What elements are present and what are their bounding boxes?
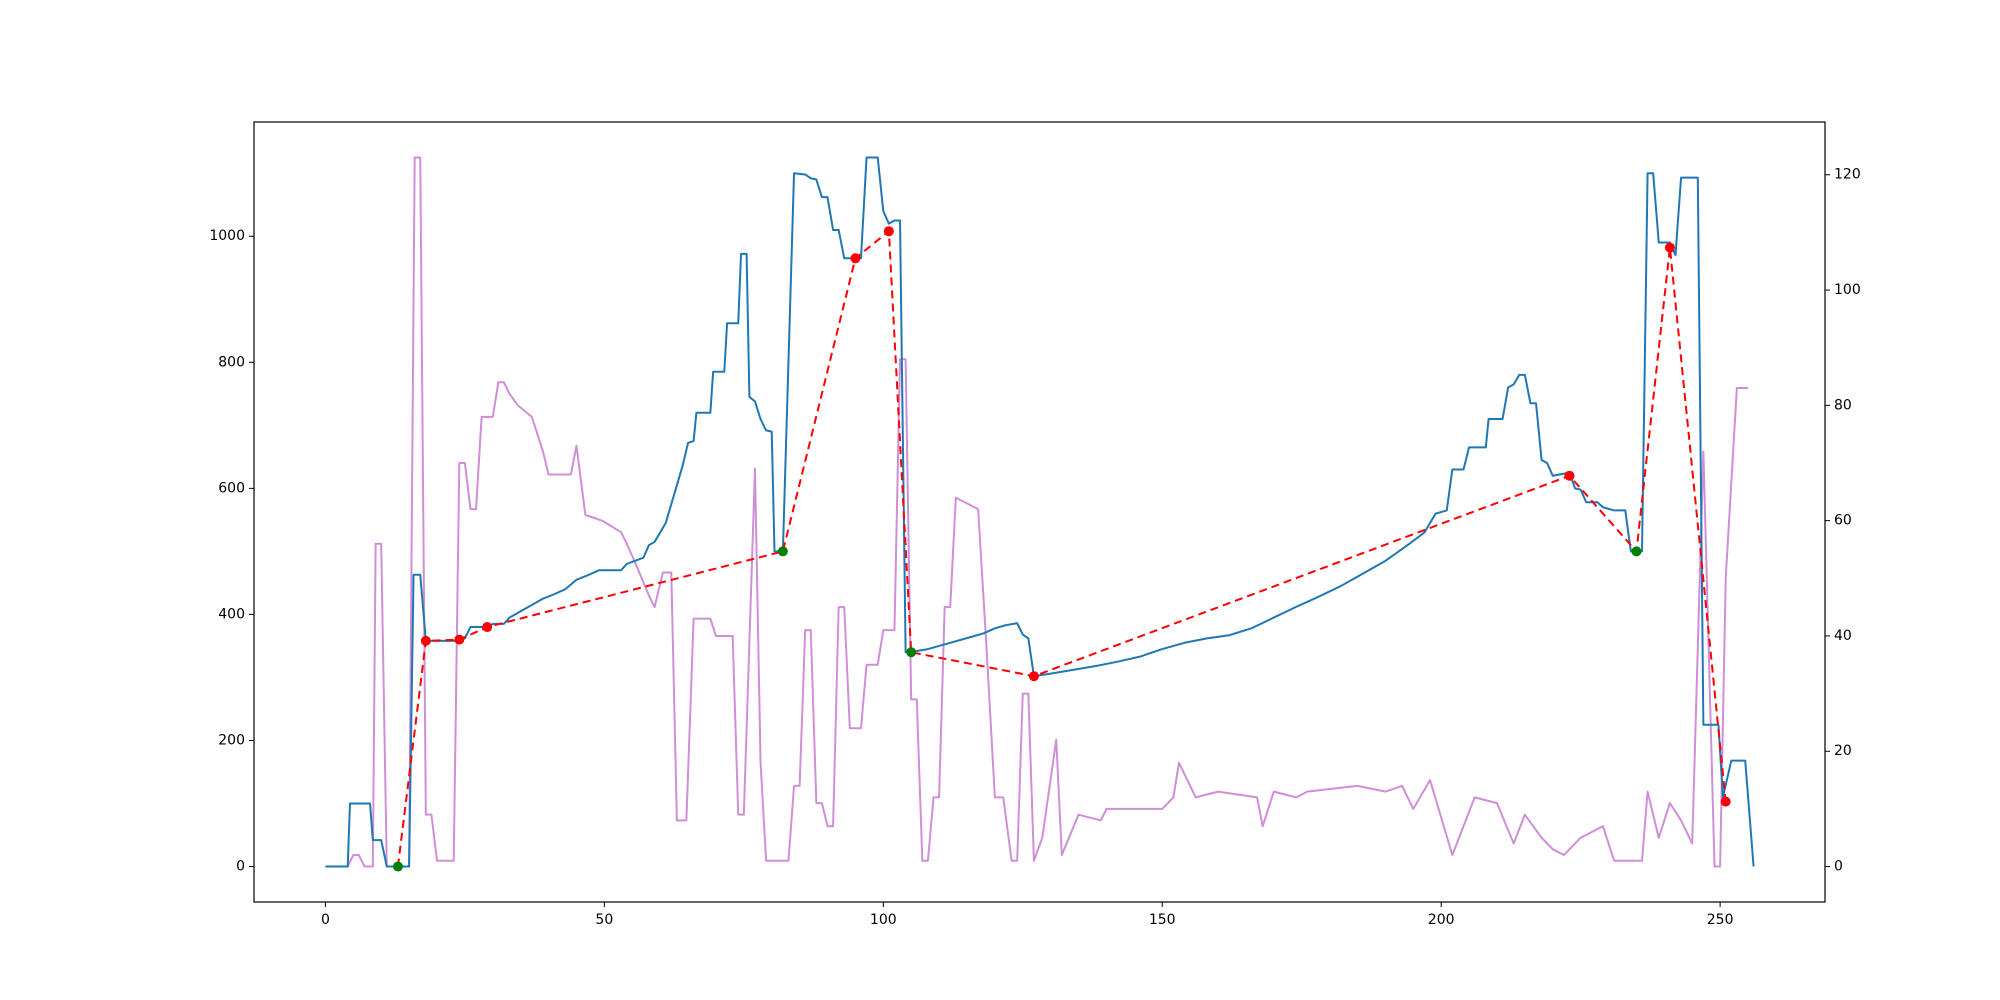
data-point [777, 546, 788, 557]
y2-tick-label: 60 [1834, 513, 1852, 529]
data-point [392, 861, 403, 872]
data-point [883, 226, 894, 237]
y-tick-label: 200 [218, 732, 245, 748]
x-tick-label: 0 [321, 912, 330, 928]
x-tick-label: 200 [1428, 912, 1455, 928]
y-tick-label: 600 [218, 480, 245, 496]
x-tick-label: 150 [1149, 912, 1176, 928]
y-tick-label: 800 [218, 354, 245, 370]
y2-tick-label: 100 [1834, 282, 1861, 298]
data-point [1664, 242, 1675, 253]
plot-frame [253, 121, 1826, 903]
y2-tick-label: 40 [1834, 628, 1852, 644]
data-point [454, 634, 465, 645]
data-point [482, 622, 493, 633]
y2-tick-label: 80 [1834, 397, 1852, 413]
data-point [850, 253, 861, 264]
y-tick-label: 0 [236, 859, 245, 875]
data-point [420, 635, 431, 646]
x-tick-label: 50 [595, 912, 613, 928]
y-tick-label: 400 [218, 606, 245, 622]
data-point [1631, 546, 1642, 557]
data-point [1564, 470, 1575, 481]
data-line [325, 156, 1749, 868]
y2-tick-label: 0 [1834, 859, 1843, 875]
data-point [1720, 796, 1731, 807]
data-point [906, 647, 917, 658]
data-point [1028, 671, 1039, 682]
x-tick-label: 100 [870, 912, 897, 928]
y-tick-label: 1000 [209, 228, 245, 244]
x-tick-label: 250 [1707, 912, 1734, 928]
y2-tick-label: 20 [1834, 743, 1852, 759]
y2-tick-label: 120 [1834, 167, 1861, 183]
